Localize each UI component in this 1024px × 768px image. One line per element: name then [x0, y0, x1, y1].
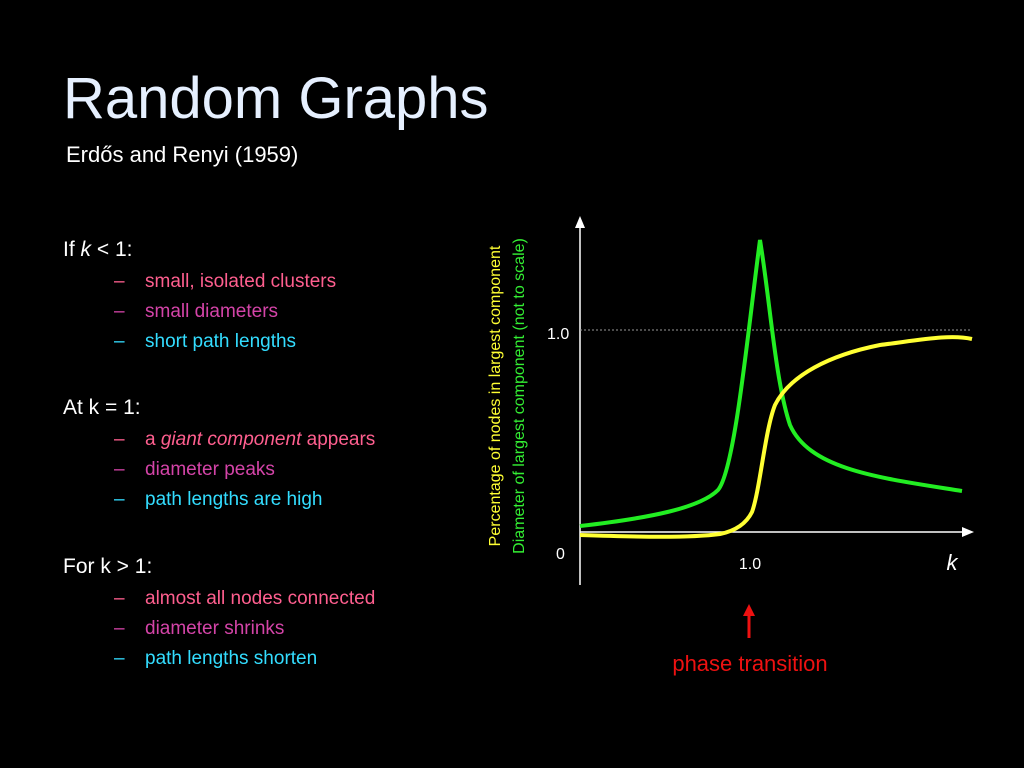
- y-axis-label: Percentage of nodes in largest component: [487, 245, 504, 546]
- item-part: appears: [301, 429, 375, 450]
- heading-part: k: [81, 238, 93, 261]
- bullet-item: path lengths are high: [145, 489, 322, 510]
- heading-part: < 1:: [91, 238, 132, 261]
- section-heading: If k < 1:: [63, 238, 132, 261]
- arrowhead: [743, 604, 755, 616]
- annotation: phase transition: [672, 651, 827, 676]
- section-heading: For k > 1:: [63, 555, 152, 578]
- arrowhead: [575, 216, 585, 228]
- bullet-item: almost all nodes connected: [145, 588, 375, 609]
- arrowhead: [962, 527, 974, 537]
- heading-part: At k = 1:: [63, 396, 141, 419]
- origin-label: 0: [556, 546, 565, 563]
- heading-part: If: [63, 238, 81, 261]
- subtitle: Erdős and Renyi (1959): [66, 142, 298, 167]
- bullet-dash: –: [114, 618, 125, 639]
- bullet-item: diameter shrinks: [145, 618, 284, 639]
- bullet-dash: –: [114, 648, 125, 669]
- bullet-item: small, isolated clusters: [145, 271, 336, 292]
- x-axis-label: k: [947, 550, 959, 575]
- title: Random Graphs: [63, 66, 489, 131]
- figure: 1.0 0 1.0 k Percentage of nodes in large…: [487, 216, 974, 676]
- x-tick-label: 1.0: [739, 556, 761, 573]
- bullet-dash: –: [114, 489, 125, 510]
- bullet-dash: –: [114, 459, 125, 480]
- bullet-dash: –: [114, 301, 125, 322]
- bullet-dash: –: [114, 331, 125, 352]
- bullet-item: path lengths shorten: [145, 648, 317, 669]
- bullet-item: diameter peaks: [145, 459, 275, 480]
- bullet-item: a giant component appears: [145, 429, 375, 450]
- bullet-item: small diameters: [145, 301, 278, 322]
- diameter-curve: [579, 239, 963, 528]
- section-heading: At k = 1:: [63, 396, 141, 419]
- y-tick-label: 1.0: [547, 326, 569, 343]
- bullet-list: If k < 1:– small, isolated clusters– small…: [63, 238, 375, 669]
- heading-part: For k > 1:: [63, 555, 152, 578]
- component-curve: [579, 335, 973, 539]
- item-part: giant component: [161, 429, 302, 450]
- bullet-dash: –: [114, 271, 125, 292]
- item-part: a: [145, 429, 161, 450]
- bullet-dash: –: [114, 588, 125, 609]
- bullet-item: short path lengths: [145, 331, 296, 352]
- bullet-dash: –: [114, 429, 125, 450]
- y-axis-label: Diameter of largest component (not to sc…: [511, 238, 528, 554]
